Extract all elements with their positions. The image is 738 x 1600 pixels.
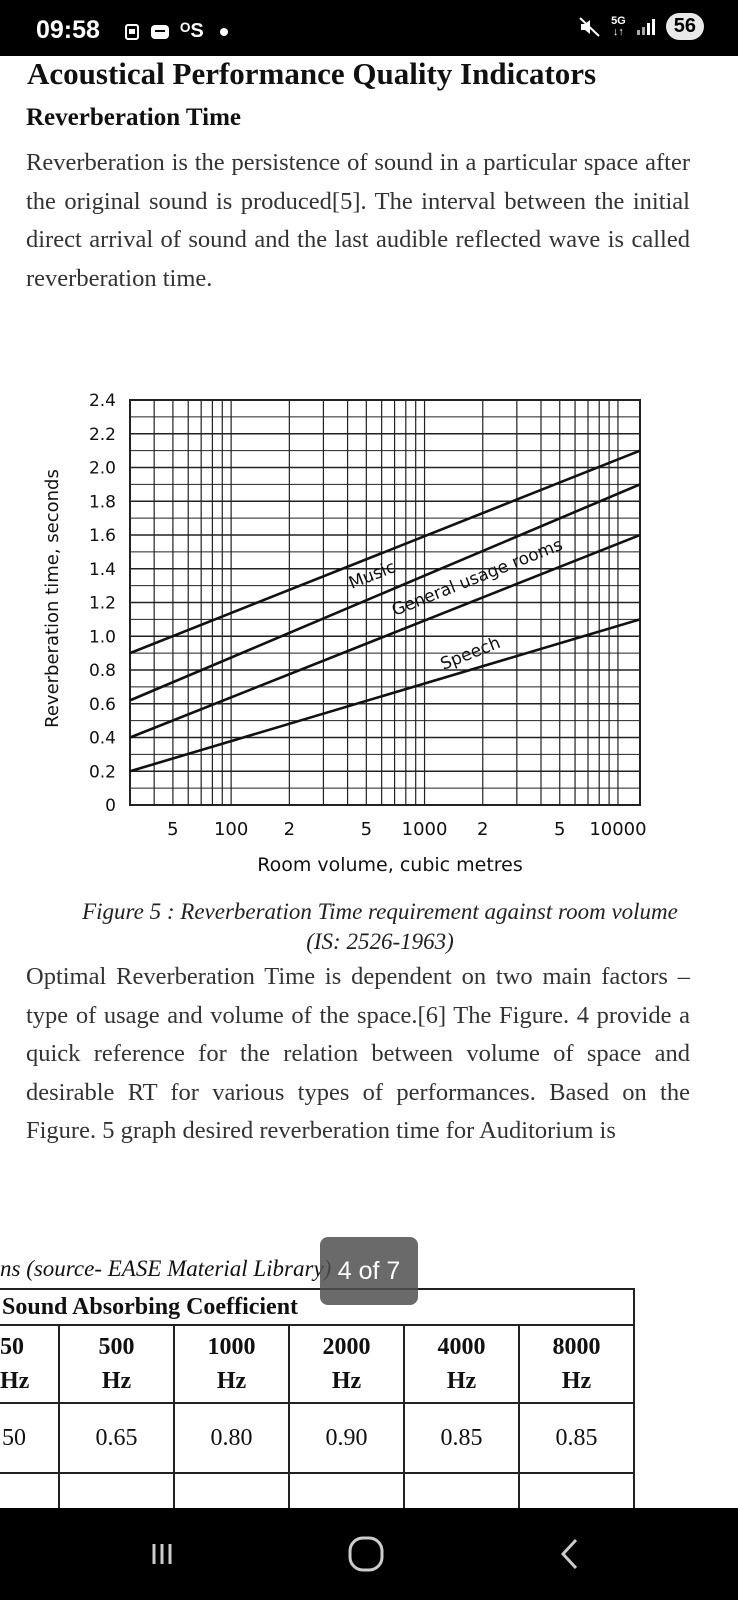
y-tick-label: 1.0 — [89, 627, 116, 647]
table-header-cell: 4000 Hz — [403, 1324, 520, 1404]
table-header-cell: 50 Hz — [0, 1324, 60, 1404]
series-line — [129, 483, 641, 702]
header-unit: Hz — [101, 1368, 132, 1394]
header-frequency: 50 — [0, 1334, 24, 1360]
status-time: 09:58 — [36, 16, 100, 44]
page-heading: Acoustical Performance Quality Indicator… — [27, 56, 597, 91]
recents-icon — [152, 1544, 172, 1564]
header-unit: Hz — [331, 1368, 362, 1394]
header-frequency: 1000 — [207, 1334, 256, 1360]
y-axis-label: Reverberation time, seconds — [42, 469, 63, 728]
header-unit: Hz — [561, 1368, 592, 1394]
table-header-cell: 8000 Hz — [518, 1324, 635, 1404]
y-tick-label: 0.6 — [89, 695, 116, 715]
status-right: 5G ↓↑ 56 — [579, 13, 704, 40]
table-row: 50 0.65 0.80 0.90 0.85 0.85 — [0, 1402, 635, 1474]
y-tick-label: 0.2 — [89, 762, 116, 782]
y-tick-label: 0.4 — [89, 729, 116, 749]
network-indicator: 5G ↓↑ — [611, 14, 626, 38]
header-unit: Hz — [216, 1368, 247, 1394]
header-frequency: 4000 — [437, 1334, 486, 1360]
notification-dot — [219, 27, 228, 36]
x-tick-label: 5 — [167, 819, 178, 840]
back-button[interactable] — [540, 1528, 600, 1580]
status-left-icons: ᴼS — [124, 20, 228, 43]
y-tick-label: 2.4 — [89, 391, 116, 411]
home-icon — [348, 1536, 384, 1572]
message-icon — [151, 24, 169, 39]
table-cell: 0.90 — [288, 1402, 405, 1474]
battery-indicator: 56 — [665, 13, 704, 40]
network-label: 5G — [611, 14, 626, 27]
x-tick-label: 100 — [214, 819, 248, 840]
section-heading: Reverberation Time — [26, 104, 242, 131]
y-tick-label: 1.6 — [89, 526, 116, 546]
x-tick-label: 5 — [361, 819, 372, 840]
figure-caption: Figure 5 : Reverberation Time requiremen… — [82, 899, 678, 954]
signal-icon — [636, 18, 655, 35]
table-row-partial — [0, 1472, 635, 1510]
paragraph-optimal-rt: Optimal Reverberation Time is dependent … — [26, 963, 690, 1144]
y-tick-label: 2.0 — [89, 459, 116, 479]
table-header-cell: 1000 Hz — [173, 1324, 290, 1404]
recents-button[interactable] — [132, 1528, 192, 1580]
x-tick-label: 10000 — [589, 819, 646, 840]
header-frequency: 500 — [98, 1334, 135, 1360]
table-caption: ns (source- EASE Material Library) — [0, 1256, 332, 1281]
absorption-table-fragment: ns (source- EASE Material Library) Sound… — [0, 1250, 738, 1510]
y-tick-label: 2.2 — [89, 425, 116, 445]
x-axis-label: Room volume, cubic metres — [257, 854, 523, 876]
table-cell: 0.85 — [403, 1402, 520, 1474]
table-cell: 0.65 — [58, 1402, 175, 1474]
series-line — [129, 449, 641, 655]
series-line — [129, 533, 641, 739]
page-indicator: 4 of 7 — [320, 1237, 418, 1305]
table-header-cell: 2000 Hz — [288, 1324, 405, 1404]
table-cell: 50 — [0, 1402, 60, 1474]
header-unit: Hz — [446, 1368, 477, 1394]
y-tick-label: 0.8 — [89, 661, 116, 681]
x-tick-label: 2 — [477, 819, 488, 840]
header-frequency: 8000 — [552, 1334, 601, 1360]
status-bar: 09:58 ᴼS 5G ↓↑ 56 — [0, 0, 738, 56]
series-line — [129, 618, 641, 773]
header-unit: Hz — [0, 1368, 30, 1394]
table-title: Sound Absorbing Coefficient — [0, 1288, 635, 1326]
y-tick-label: 1.4 — [89, 560, 116, 580]
notification-icon — [125, 23, 139, 40]
os-indicator: ᴼS — [180, 20, 204, 42]
table-cell: 0.80 — [173, 1402, 290, 1474]
navigation-bar — [0, 1508, 738, 1600]
y-tick-label: 0 — [105, 796, 116, 816]
mute-icon — [579, 16, 600, 37]
table-header-cell: 500 Hz — [58, 1324, 175, 1404]
y-tick-label: 1.8 — [89, 492, 116, 512]
table-cell: 0.85 — [518, 1402, 635, 1474]
x-tick-label: 1000 — [402, 819, 448, 840]
back-icon — [560, 1538, 578, 1570]
home-button[interactable] — [336, 1528, 396, 1580]
x-tick-label: 5 — [554, 819, 565, 840]
header-frequency: 2000 — [322, 1334, 371, 1360]
y-tick-label: 1.2 — [89, 594, 116, 614]
paragraph-reverberation: Reverberation is the persistence of soun… — [26, 149, 690, 292]
table-header-row: 50 Hz 500 Hz 1000 Hz 2000 Hz 4000 Hz 8000 Hz — [0, 1324, 635, 1404]
data-arrows-icon: ↓↑ — [612, 25, 624, 38]
absorption-table: Sound Absorbing Coefficient 50 Hz 500 Hz 100… — [0, 1288, 635, 1510]
x-tick-label: 2 — [284, 819, 295, 840]
